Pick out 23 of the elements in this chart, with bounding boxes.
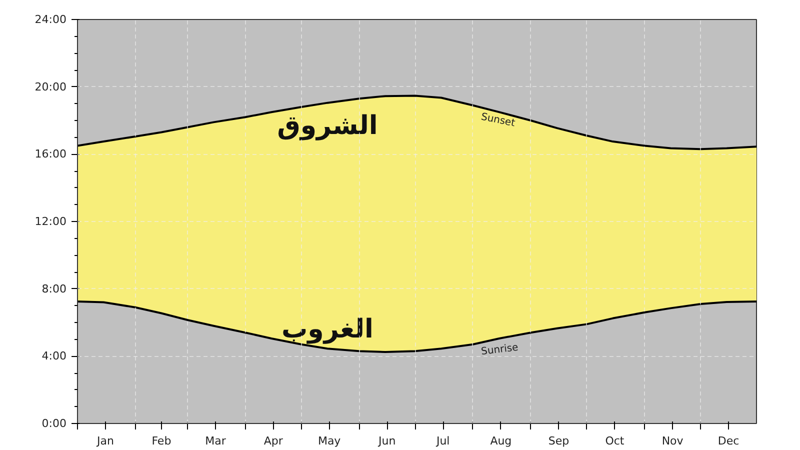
y-tick-label: 8:00: [42, 282, 66, 296]
text: Sunset: [480, 112, 516, 130]
x-tick-label: Jan: [96, 434, 114, 448]
x-tick-label: Aug: [490, 434, 512, 448]
y-tick-label: 4:00: [42, 350, 66, 363]
y-tick-label: 12:00: [34, 215, 67, 228]
x-tick-label: Jul: [435, 434, 450, 448]
x-tick-label: Mar: [205, 434, 226, 448]
y-tick-label: 24:00: [34, 13, 67, 26]
x-tick-label: Oct: [605, 434, 625, 448]
text: Sunrise: [480, 342, 519, 358]
y-tick-label: 16:00: [34, 148, 67, 161]
annotation: الشروق: [277, 110, 378, 141]
annotation: الغروب: [282, 314, 374, 345]
x-tick-label: May: [318, 434, 342, 448]
x-tick-label: Jun: [378, 434, 396, 448]
x-tick-label: Feb: [152, 434, 172, 448]
x-tick-label: Dec: [718, 434, 740, 448]
x-tick-label: Nov: [662, 434, 684, 448]
x-tick-label: Apr: [264, 434, 284, 448]
y-tick-label: 0:00: [42, 417, 66, 430]
x-tick-label: Sep: [548, 434, 570, 448]
y-tick-label: 20:00: [34, 80, 67, 94]
